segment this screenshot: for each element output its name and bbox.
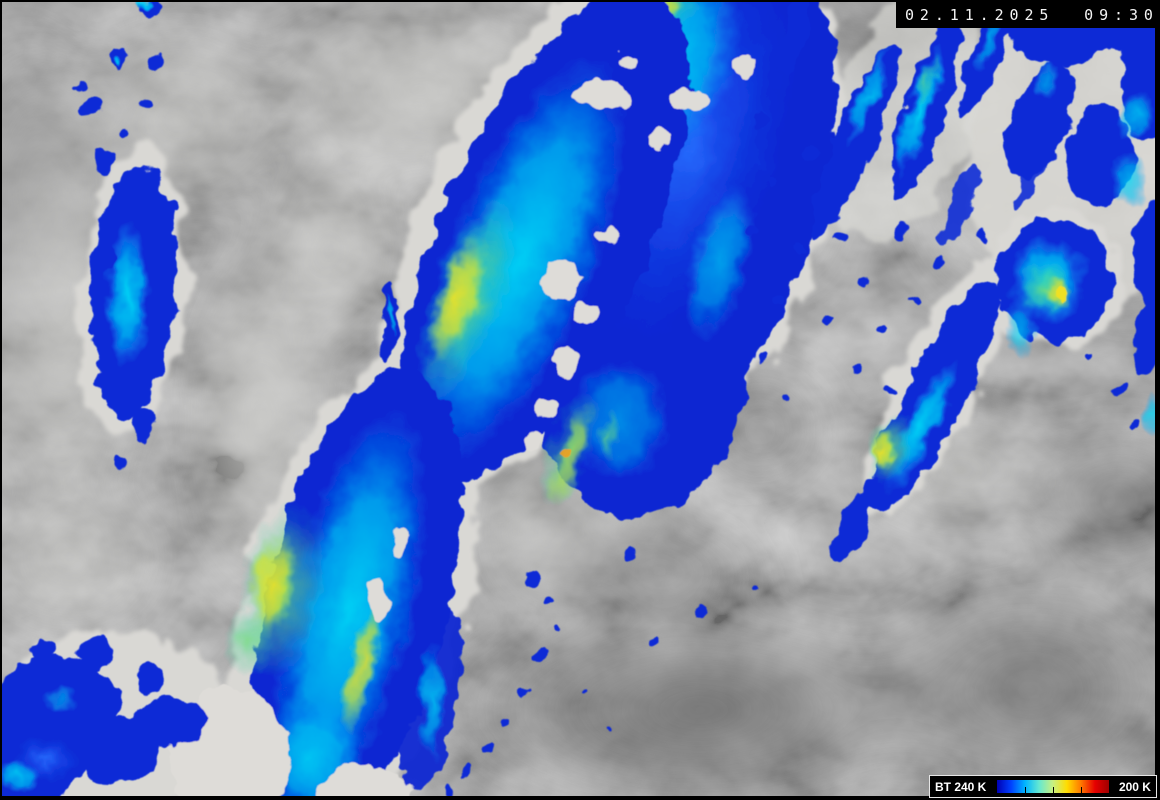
timestamp-text: 02.11.2025 09:30 — [905, 6, 1159, 24]
legend-right-label: 200 K — [1118, 779, 1151, 794]
main-front-band-upper — [382, 0, 690, 508]
colorbar-gradient — [996, 780, 1109, 793]
colorbar-legend: BT 240 K 200 K — [929, 775, 1157, 798]
legend-left-label: BT 240 K — [935, 779, 987, 794]
right-diagonal-band — [832, 278, 1160, 562]
bottom-left-cluster — [0, 637, 205, 800]
right-cold-mass — [997, 200, 1160, 375]
warm-gap-holes — [170, 52, 755, 800]
colorbar-tick — [1024, 787, 1026, 793]
timestamp-overlay: 02.11.2025 09:30 — [896, 2, 1160, 28]
speck-field-bottom — [447, 551, 761, 797]
main-front-band-lower — [226, 368, 463, 800]
left-speckle-band — [73, 0, 178, 470]
colorbar-tick — [1080, 787, 1082, 793]
colorbar-tick — [1052, 787, 1054, 793]
